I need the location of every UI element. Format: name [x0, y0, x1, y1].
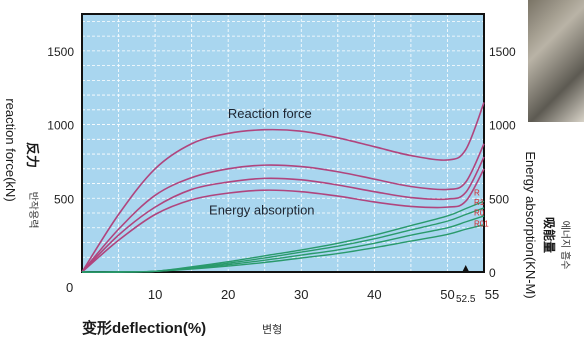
y-left-tick-label: 500: [54, 192, 74, 206]
y-right-axis-label-korean: 에너지 흡수: [559, 221, 572, 270]
x-tick-label: 20: [221, 287, 235, 302]
x-tick-label: 40: [367, 287, 381, 302]
x-axis-label-korean: 변형: [262, 323, 282, 336]
deflection-marker-label: 52.5: [456, 294, 476, 305]
reaction-force-line-2: [81, 156, 485, 273]
plot-frame: [81, 13, 485, 273]
y-right-axis-label: Energy absorption(KN-M): [523, 151, 538, 298]
y-left-axis-label-korean: 반작용력: [27, 192, 39, 229]
series-label: R: [474, 188, 480, 197]
x-tick-label: 50: [440, 287, 454, 302]
x-tick-label: 55: [485, 287, 499, 302]
y-left-tick-label: 1000: [47, 119, 74, 133]
y-left-tick-label: 1500: [47, 45, 74, 59]
x-tick-label: 30: [294, 287, 308, 302]
series-label: R0: [474, 208, 485, 217]
y-right-tick-label: 500: [489, 192, 509, 206]
y-right-tick-label: 1000: [489, 119, 516, 133]
y-left-axis-label-chinese: 反力: [25, 142, 40, 168]
deflection-marker: [461, 265, 470, 273]
energy-absorption-line-3: [81, 224, 485, 273]
reaction-force-line-3: [81, 168, 485, 273]
annotation-energy-absorption: Energy absorption: [209, 203, 315, 218]
series-label: R01: [474, 219, 489, 228]
product-photo: [528, 0, 584, 122]
annotation-reaction-force: Reaction force: [228, 106, 312, 121]
y-right-tick-label: 1500: [489, 45, 516, 59]
x-tick-label: 10: [148, 287, 162, 302]
reaction-force-line-1: [81, 143, 485, 273]
y-left-axis-label: reaction force(kN): [3, 98, 18, 201]
y-right-tick-label: 0: [489, 266, 496, 280]
reaction-force-line-0: [81, 102, 485, 273]
y-right-axis-label-chinese: 吸能量: [542, 217, 557, 253]
x-axis-label: 变形deflection(%): [82, 319, 206, 337]
x-origin-label: 0: [66, 280, 73, 295]
series-label: R1: [474, 198, 485, 207]
